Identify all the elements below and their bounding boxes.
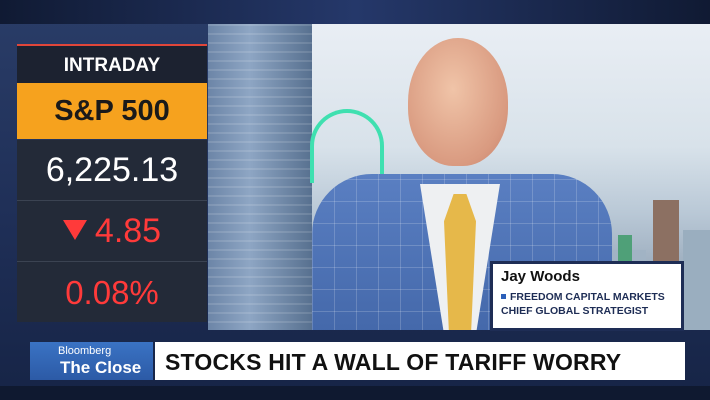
show-logo: Bloomberg The Close: [30, 342, 153, 380]
index-name-panel: S&P 500: [17, 83, 207, 139]
top-border: [0, 0, 710, 24]
index-percent-change: 0.08%: [65, 274, 159, 311]
guest-title: CHIEF GLOBAL STRATEGIST: [501, 305, 649, 317]
index-price: 6,225.13: [45, 151, 179, 189]
headline-banner: STOCKS HIT A WALL OF TARIFF WORRY: [155, 342, 685, 380]
arch-image: [310, 109, 384, 183]
guest-company: FREEDOM CAPITAL MARKETS: [510, 291, 665, 303]
guest-name-card: Jay Woods FREEDOM CAPITAL MARKETS CHIEF …: [490, 261, 684, 331]
index-name: S&P 500: [54, 95, 170, 127]
price-panel: 6,225.13: [17, 140, 207, 201]
index-change: 4.85: [94, 212, 162, 250]
percent-change-panel: 0.08%: [17, 262, 207, 322]
bullet-icon: [501, 294, 506, 299]
bottom-border: [0, 386, 710, 400]
headline-text: STOCKS HIT A WALL OF TARIFF WORRY: [165, 349, 622, 375]
down-triangle-icon: [62, 220, 87, 240]
intraday-label: INTRADAY: [63, 55, 161, 76]
guest-name: Jay Woods: [501, 268, 580, 285]
show-brand: Bloomberg: [58, 345, 112, 357]
intraday-label-panel: INTRADAY: [17, 44, 207, 84]
show-name: The Close: [60, 358, 142, 377]
skyscraper-image: [208, 24, 312, 330]
change-panel: 4.85: [17, 201, 207, 262]
presenter-head: [408, 38, 508, 166]
presenter-tie: [444, 194, 476, 330]
